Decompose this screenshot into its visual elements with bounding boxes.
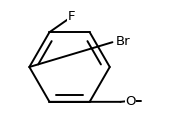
Text: O: O <box>125 95 136 108</box>
Text: Br: Br <box>116 35 130 48</box>
Text: F: F <box>68 10 75 23</box>
